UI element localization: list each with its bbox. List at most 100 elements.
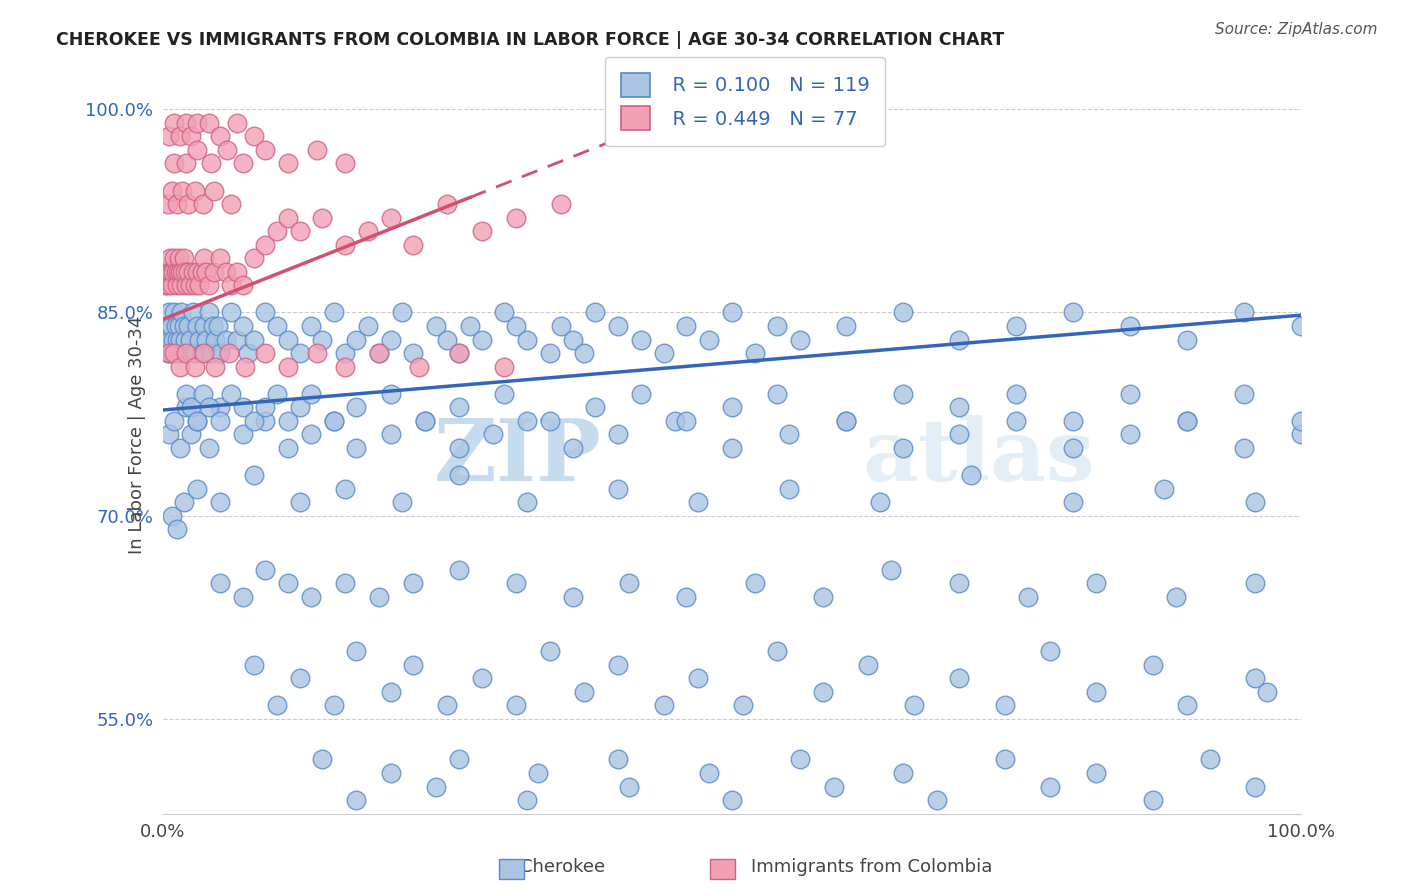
Point: [1289, 414, 1312, 428]
Point: [184, 278, 207, 293]
Point: [380, 766, 402, 780]
Point: [538, 644, 561, 658]
Point: [561, 590, 583, 604]
Point: [903, 698, 925, 713]
Point: [607, 752, 630, 766]
Point: [197, 305, 219, 319]
Point: [157, 129, 180, 144]
Point: [243, 468, 266, 483]
Point: [408, 359, 430, 374]
Point: [471, 671, 494, 685]
Point: [277, 211, 299, 225]
Point: [155, 318, 177, 333]
Point: [1119, 386, 1142, 401]
Point: [436, 197, 458, 211]
Point: [652, 698, 675, 713]
Point: [675, 414, 697, 428]
Point: [160, 346, 183, 360]
Point: [173, 495, 195, 509]
Point: [333, 156, 356, 170]
Point: [1142, 657, 1164, 672]
Point: [160, 278, 183, 293]
Point: [233, 359, 256, 374]
Point: [186, 414, 208, 428]
Point: [305, 346, 328, 360]
Point: [322, 698, 344, 713]
Point: [482, 427, 505, 442]
Point: [1198, 752, 1220, 766]
Point: [254, 346, 277, 360]
Point: [766, 318, 789, 333]
Point: [193, 318, 215, 333]
Point: [163, 252, 186, 266]
Point: [1017, 590, 1039, 604]
Point: [174, 116, 197, 130]
Point: [277, 414, 299, 428]
Point: [778, 482, 800, 496]
Point: [1175, 333, 1198, 347]
Point: [368, 346, 391, 360]
Point: [721, 793, 744, 807]
Point: [266, 224, 288, 238]
Point: [162, 333, 184, 347]
Point: [458, 318, 481, 333]
Point: [254, 305, 277, 319]
Point: [413, 414, 436, 428]
Point: [172, 346, 194, 360]
Point: [1244, 671, 1267, 685]
Point: [721, 401, 744, 415]
Point: [1119, 318, 1142, 333]
Point: [226, 265, 249, 279]
Point: [948, 427, 970, 442]
Text: CHEROKEE VS IMMIGRANTS FROM COLOMBIA IN LABOR FORCE | AGE 30-34 CORRELATION CHAR: CHEROKEE VS IMMIGRANTS FROM COLOMBIA IN …: [56, 31, 1004, 49]
Point: [380, 684, 402, 698]
Point: [186, 116, 208, 130]
Point: [516, 495, 538, 509]
Point: [1244, 495, 1267, 509]
Point: [162, 265, 184, 279]
Point: [368, 346, 391, 360]
Point: [173, 265, 195, 279]
Point: [215, 143, 238, 157]
Point: [202, 184, 225, 198]
Point: [214, 265, 236, 279]
Point: [891, 305, 914, 319]
Point: [180, 401, 202, 415]
Point: [186, 318, 208, 333]
Point: [447, 346, 470, 360]
Point: [1062, 441, 1084, 455]
Point: [299, 318, 322, 333]
Point: [163, 346, 186, 360]
Point: [190, 346, 212, 360]
Point: [322, 414, 344, 428]
Point: [607, 427, 630, 442]
Point: [208, 495, 231, 509]
Point: [721, 441, 744, 455]
Point: [174, 278, 197, 293]
Point: [226, 116, 249, 130]
Point: [266, 318, 288, 333]
Point: [697, 333, 720, 347]
Point: [160, 508, 183, 523]
Point: [322, 305, 344, 319]
Point: [391, 305, 413, 319]
Point: [155, 278, 177, 293]
Point: [156, 197, 179, 211]
Point: [288, 671, 311, 685]
Point: [226, 333, 249, 347]
Point: [160, 184, 183, 198]
Point: [494, 386, 516, 401]
Point: [232, 401, 254, 415]
Point: [1244, 780, 1267, 794]
Point: [219, 278, 242, 293]
Point: [380, 427, 402, 442]
Point: [447, 468, 470, 483]
Point: [322, 414, 344, 428]
Point: [686, 671, 709, 685]
Point: [277, 156, 299, 170]
Point: [505, 698, 527, 713]
Point: [153, 265, 176, 279]
Point: [179, 333, 201, 347]
Point: [166, 346, 188, 360]
Point: [305, 143, 328, 157]
